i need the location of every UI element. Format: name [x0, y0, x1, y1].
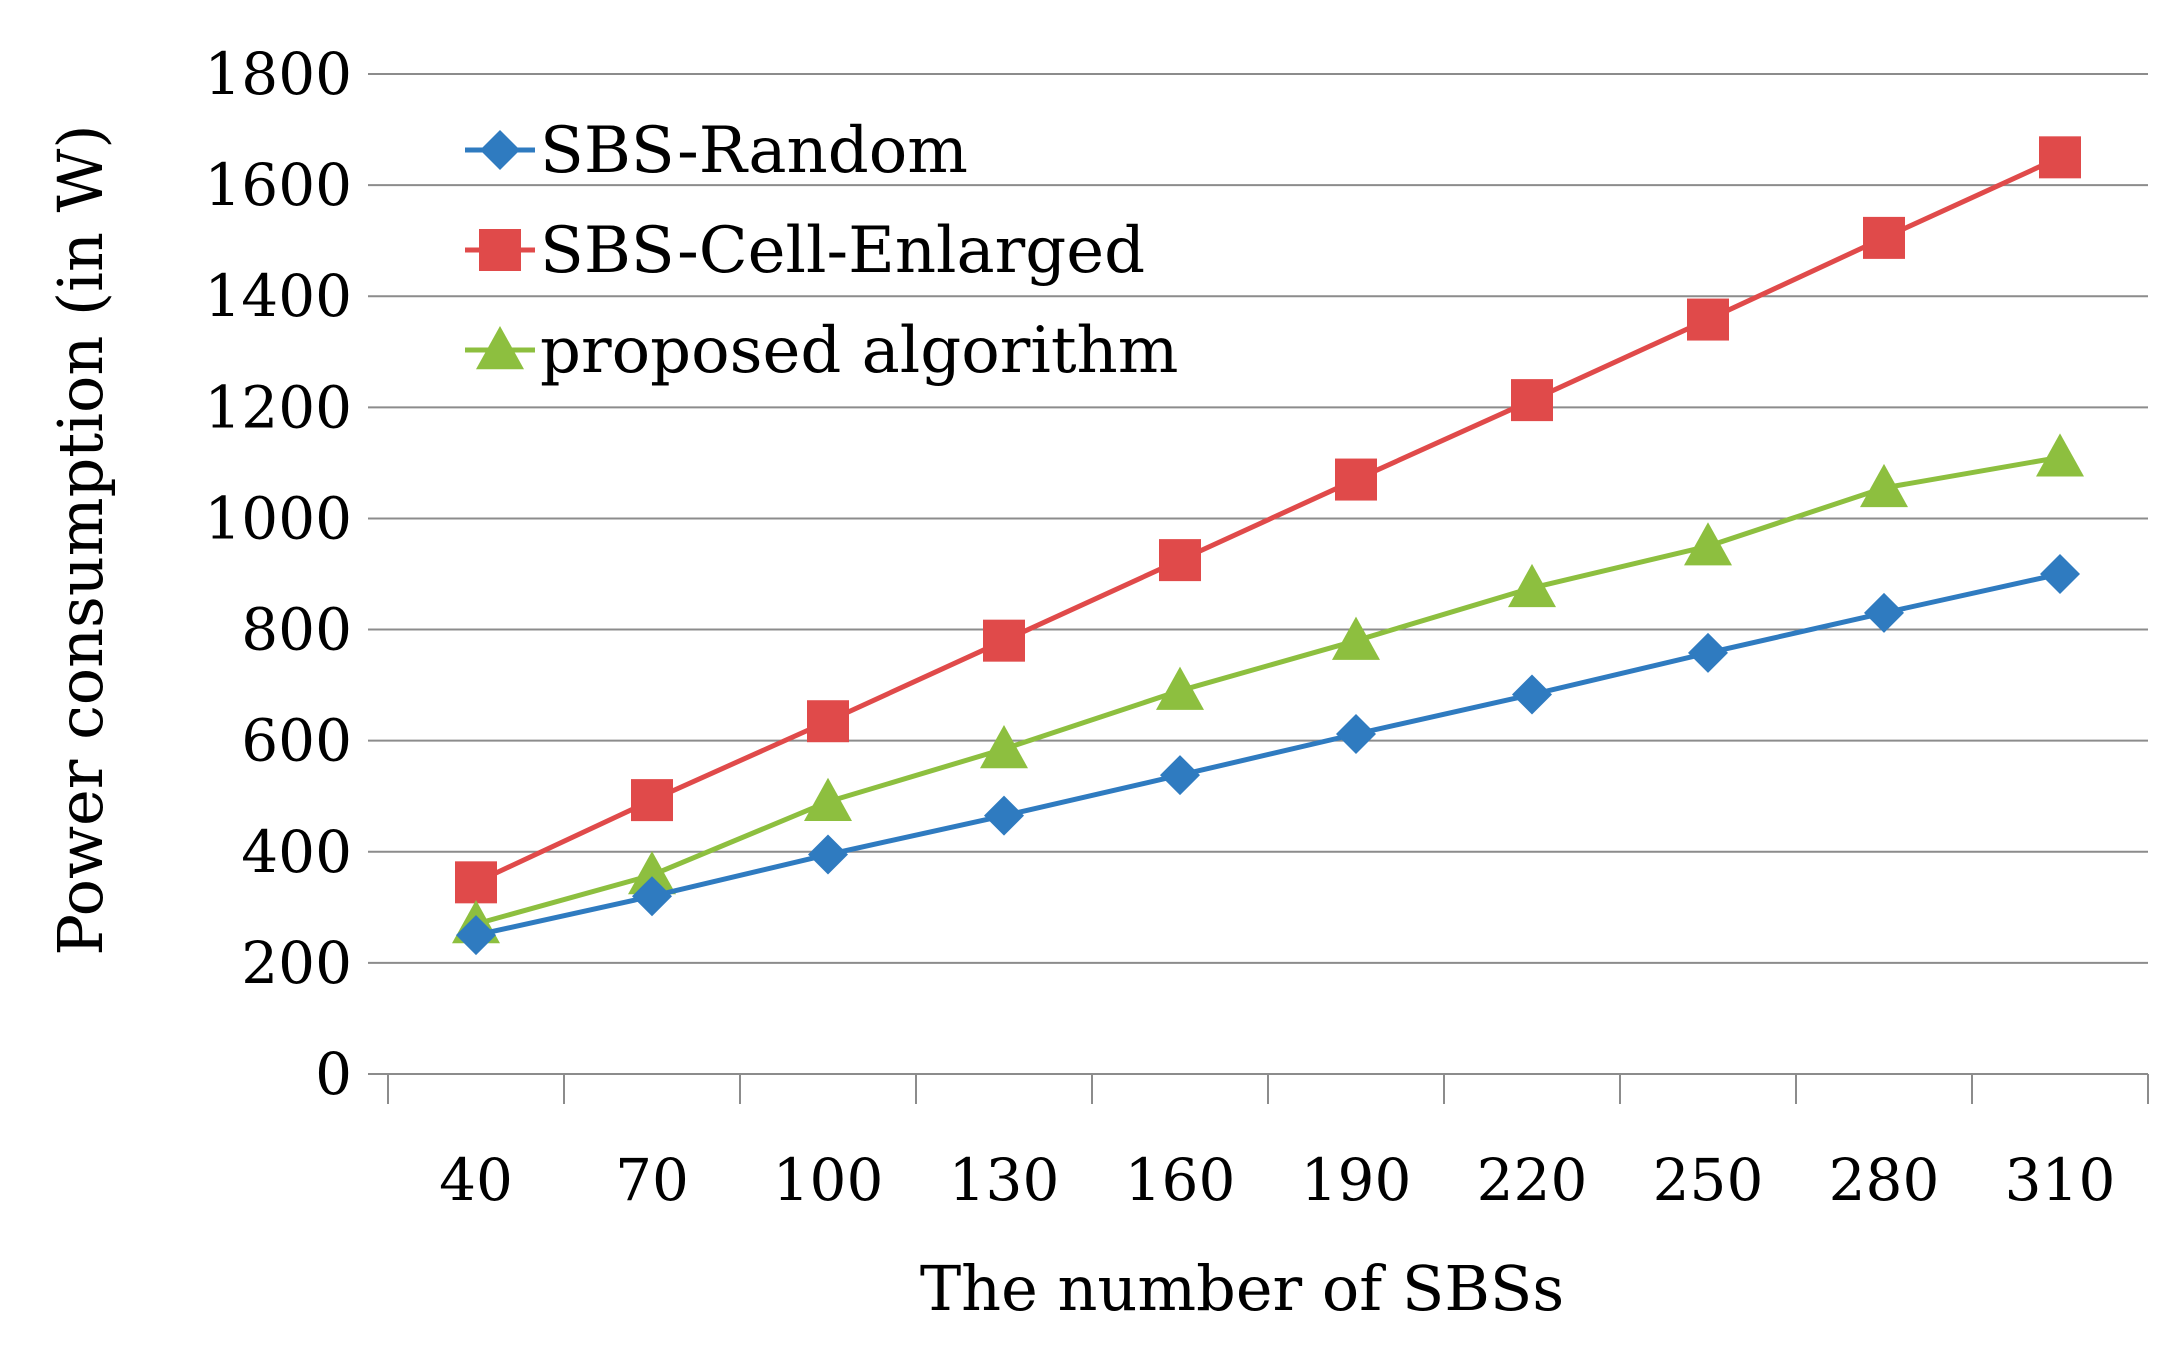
data-point-190	[1335, 458, 1377, 501]
legend-item-proposed-algorithm: proposed algorithm	[465, 314, 1178, 388]
x-tick-label-190: 190	[1301, 1146, 1412, 1214]
data-point-310	[2040, 554, 2080, 594]
legend-item-sbs-random: SBS-Random	[465, 114, 968, 188]
x-tick-label-220: 220	[1477, 1146, 1588, 1214]
x-tick-label-280: 280	[1829, 1146, 1940, 1214]
y-tick-label-0: 0	[315, 1040, 352, 1108]
y-tick-label-800: 800	[241, 596, 352, 664]
axes	[368, 1073, 2149, 1104]
x-tick-label-310: 310	[2005, 1146, 2116, 1214]
y-axis-title: Power consumption (in W)	[44, 124, 117, 955]
y-tick-label-1200: 1200	[204, 373, 352, 441]
gridlines	[368, 73, 2148, 964]
y-tick-label-1800: 1800	[204, 40, 352, 108]
y-tick-label-600: 600	[241, 707, 352, 775]
series-line	[475, 454, 2061, 927]
x-tick-label-160: 160	[1125, 1146, 1236, 1214]
data-point-190	[1332, 616, 1380, 660]
data-point-250	[1688, 632, 1728, 673]
data-point-310	[2036, 433, 2084, 477]
data-point-100	[808, 834, 848, 875]
series-sbs-cell-enlarged	[455, 136, 2081, 904]
y-tick-label-200: 200	[241, 929, 352, 997]
x-tick-label-100: 100	[773, 1146, 884, 1214]
series-line	[475, 571, 2061, 938]
legend-label: proposed algorithm	[540, 314, 1178, 388]
series-line	[474, 155, 2062, 885]
data-point-70	[628, 851, 676, 895]
data-point-70	[631, 779, 673, 822]
x-tick-labels: 40 70 100 130 160 190 220 250 280 310	[439, 1146, 2115, 1214]
data-point-220	[1511, 379, 1553, 422]
data-point-280	[1860, 463, 1908, 508]
y-tick-label-400: 400	[241, 818, 352, 886]
x-tick-label-250: 250	[1653, 1146, 1764, 1214]
data-point-40	[456, 915, 496, 956]
data-point-70	[632, 876, 672, 917]
data-point-190	[1336, 714, 1376, 754]
data-point-280	[1864, 592, 1904, 633]
data-point-220	[1508, 563, 1556, 608]
x-tick-label-130: 130	[949, 1146, 1060, 1214]
data-point-280	[1863, 216, 1905, 259]
y-tick-label-1400: 1400	[204, 262, 352, 330]
x-axis-title: The number of SBSs	[920, 1252, 1564, 1325]
series-sbs-random	[456, 554, 2080, 956]
legend-label: SBS-Cell-Enlarged	[540, 214, 1145, 288]
series-proposed-algorithm	[452, 433, 2084, 944]
data-point-160	[1156, 666, 1204, 710]
legend: SBS-Random SBS-Cell-Enlarged proposed algo…	[465, 114, 1178, 388]
legend-marker	[479, 229, 521, 271]
data-point-100	[807, 700, 849, 743]
data-point-130	[980, 725, 1028, 769]
series	[452, 136, 2084, 956]
data-point-220	[1512, 674, 1552, 715]
legend-marker	[480, 130, 520, 170]
data-point-130	[984, 795, 1024, 836]
data-point-100	[804, 777, 852, 821]
legend-item-sbs-cell-enlarged: SBS-Cell-Enlarged	[465, 214, 1145, 288]
x-tick-label-40: 40	[439, 1146, 513, 1214]
data-point-160	[1160, 755, 1200, 796]
legend-marker	[476, 326, 524, 370]
y-tick-label-1600: 1600	[204, 151, 352, 219]
x-tick-label-70: 70	[615, 1146, 689, 1214]
data-point-40	[455, 861, 497, 904]
data-point-250	[1684, 522, 1732, 566]
data-point-310	[2039, 136, 2081, 179]
data-point-250	[1687, 298, 1729, 341]
data-point-160	[1159, 539, 1201, 582]
y-tick-label-1000: 1000	[204, 484, 352, 552]
legend-label: SBS-Random	[540, 114, 968, 188]
y-tick-labels: 0 200 400 600 800 1000 1200 1400 1600 1800	[204, 40, 352, 1108]
data-point-130	[983, 619, 1025, 662]
